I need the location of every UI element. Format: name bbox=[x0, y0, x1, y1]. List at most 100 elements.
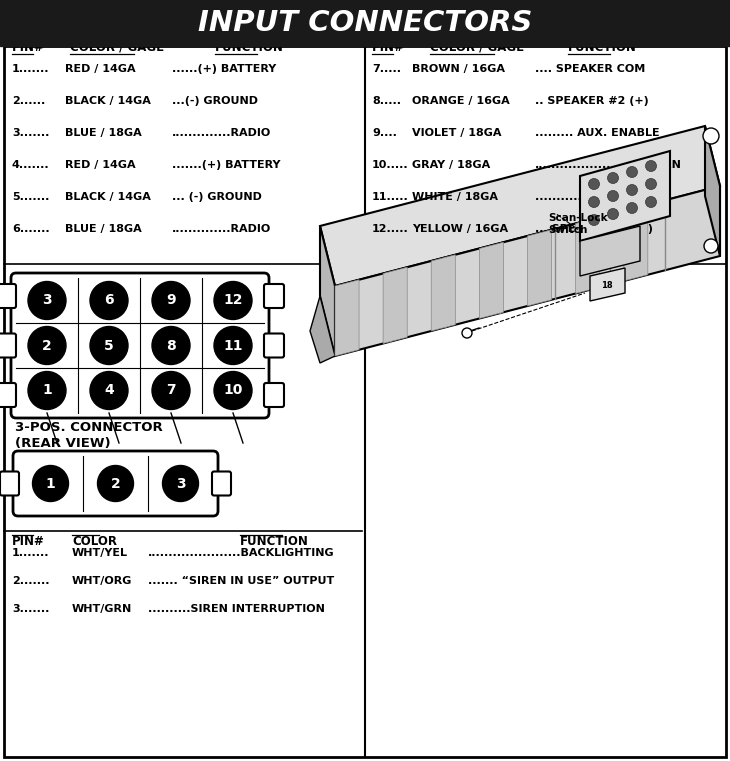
Text: RED / 14GA: RED / 14GA bbox=[65, 64, 136, 74]
Circle shape bbox=[28, 282, 66, 320]
Circle shape bbox=[588, 179, 599, 189]
Circle shape bbox=[462, 328, 472, 338]
Polygon shape bbox=[335, 186, 720, 356]
Text: 4: 4 bbox=[104, 384, 114, 397]
Circle shape bbox=[588, 215, 599, 225]
Text: COLOR / GAGE: COLOR / GAGE bbox=[70, 41, 164, 54]
Polygon shape bbox=[320, 226, 335, 356]
Text: INPUT CONNECTORS: INPUT CONNECTORS bbox=[198, 9, 532, 37]
Polygon shape bbox=[623, 205, 648, 281]
Text: 10: 10 bbox=[223, 384, 242, 397]
Text: 3.......: 3....... bbox=[12, 604, 50, 614]
Text: ... SPEAKER #1 (+): ... SPEAKER #1 (+) bbox=[535, 224, 653, 234]
Text: 10.....: 10..... bbox=[372, 160, 409, 170]
FancyBboxPatch shape bbox=[0, 472, 19, 495]
Text: .. SPEAKER #2 (+): .. SPEAKER #2 (+) bbox=[535, 96, 649, 106]
Text: 12: 12 bbox=[223, 294, 243, 307]
Text: ...(-) GROUND: ...(-) GROUND bbox=[172, 96, 258, 106]
Circle shape bbox=[28, 371, 66, 409]
Text: ......... AUX. ENABLE: ......... AUX. ENABLE bbox=[535, 128, 660, 138]
Text: 1.......: 1....... bbox=[12, 64, 50, 74]
Polygon shape bbox=[431, 255, 456, 331]
Circle shape bbox=[33, 466, 69, 501]
Circle shape bbox=[90, 282, 128, 320]
Polygon shape bbox=[480, 242, 504, 319]
Circle shape bbox=[90, 371, 128, 409]
Text: 18: 18 bbox=[602, 281, 612, 289]
Circle shape bbox=[607, 209, 618, 219]
Text: 8: 8 bbox=[166, 339, 176, 352]
Polygon shape bbox=[383, 267, 407, 343]
Text: ..........SIREN INTERRUPTION: ..........SIREN INTERRUPTION bbox=[148, 604, 325, 614]
Text: PIN#: PIN# bbox=[372, 41, 404, 54]
Text: BLUE / 18GA: BLUE / 18GA bbox=[65, 224, 142, 234]
Circle shape bbox=[163, 466, 199, 501]
Circle shape bbox=[626, 184, 637, 196]
Text: BROWN / 16GA: BROWN / 16GA bbox=[412, 64, 505, 74]
Circle shape bbox=[28, 326, 66, 365]
Text: 1: 1 bbox=[45, 476, 55, 491]
Text: .......(+) BATTERY: .......(+) BATTERY bbox=[172, 160, 280, 170]
Text: 6: 6 bbox=[104, 294, 114, 307]
Text: 9....: 9.... bbox=[372, 128, 397, 138]
Text: GRAY / 18GA: GRAY / 18GA bbox=[412, 160, 491, 170]
Text: ORANGE / 16GA: ORANGE / 16GA bbox=[412, 96, 510, 106]
FancyBboxPatch shape bbox=[0, 383, 16, 407]
FancyBboxPatch shape bbox=[0, 333, 16, 358]
Text: YELLOW / 16GA: YELLOW / 16GA bbox=[412, 224, 508, 234]
Text: INPUT CONNECTOR: INPUT CONNECTOR bbox=[22, 272, 165, 285]
Polygon shape bbox=[320, 126, 720, 286]
Text: Scan-Lock
Switch: Scan-Lock Switch bbox=[548, 213, 607, 234]
FancyBboxPatch shape bbox=[264, 383, 284, 407]
FancyBboxPatch shape bbox=[11, 273, 269, 418]
Text: BLACK / 14GA: BLACK / 14GA bbox=[65, 192, 151, 202]
Text: ......................BACKLIGHTING: ......................BACKLIGHTING bbox=[148, 548, 334, 558]
Polygon shape bbox=[310, 296, 335, 363]
Text: 11: 11 bbox=[223, 339, 243, 352]
Circle shape bbox=[98, 466, 134, 501]
Text: WHT/ORG: WHT/ORG bbox=[72, 576, 132, 586]
Text: PIN#: PIN# bbox=[12, 535, 45, 548]
Polygon shape bbox=[590, 268, 625, 301]
Circle shape bbox=[90, 326, 128, 365]
Circle shape bbox=[645, 196, 656, 208]
Text: 2.......: 2....... bbox=[12, 576, 50, 586]
Polygon shape bbox=[580, 226, 640, 276]
Text: FUNCTION: FUNCTION bbox=[215, 41, 284, 54]
Text: 2......: 2...... bbox=[12, 96, 45, 106]
Text: 11.....: 11..... bbox=[372, 192, 409, 202]
Text: FUNCTION: FUNCTION bbox=[240, 535, 309, 548]
Circle shape bbox=[704, 239, 718, 253]
Text: (REAR VIEW): (REAR VIEW) bbox=[22, 288, 118, 301]
Circle shape bbox=[607, 190, 618, 202]
Text: ..............RADIO: ..............RADIO bbox=[172, 128, 272, 138]
FancyBboxPatch shape bbox=[264, 333, 284, 358]
Text: 9: 9 bbox=[166, 294, 176, 307]
Circle shape bbox=[645, 179, 656, 189]
Text: 2: 2 bbox=[42, 339, 52, 352]
Polygon shape bbox=[335, 280, 359, 356]
Polygon shape bbox=[705, 126, 720, 256]
Text: 4.......: 4....... bbox=[12, 160, 50, 170]
Polygon shape bbox=[580, 151, 670, 241]
Circle shape bbox=[626, 202, 637, 214]
Circle shape bbox=[588, 196, 599, 208]
Text: WHT/YEL: WHT/YEL bbox=[72, 548, 128, 558]
Text: 7.....: 7..... bbox=[372, 64, 401, 74]
Polygon shape bbox=[576, 217, 599, 294]
Circle shape bbox=[607, 173, 618, 183]
Circle shape bbox=[645, 161, 656, 171]
Circle shape bbox=[152, 371, 190, 409]
Text: 8.....: 8..... bbox=[372, 96, 401, 106]
Text: ....... “SIREN IN USE” OUTPUT: ....... “SIREN IN USE” OUTPUT bbox=[148, 576, 334, 586]
Text: (REAR VIEW): (REAR VIEW) bbox=[15, 437, 111, 450]
Text: .... SPEAKER COM: .... SPEAKER COM bbox=[535, 64, 645, 74]
FancyBboxPatch shape bbox=[212, 472, 231, 495]
Text: ..............HORN RING: ..............HORN RING bbox=[535, 192, 666, 202]
Text: 6.......: 6....... bbox=[12, 224, 50, 234]
Circle shape bbox=[214, 371, 252, 409]
Text: 1: 1 bbox=[42, 384, 52, 397]
FancyBboxPatch shape bbox=[0, 284, 16, 308]
Text: 7: 7 bbox=[166, 384, 176, 397]
Text: 2: 2 bbox=[111, 476, 120, 491]
